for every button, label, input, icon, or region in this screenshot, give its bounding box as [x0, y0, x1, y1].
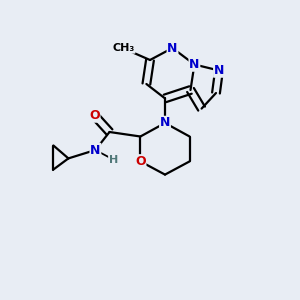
Text: H: H — [109, 154, 118, 165]
Text: N: N — [167, 41, 178, 55]
Text: CH₃: CH₃ — [112, 43, 135, 53]
Text: N: N — [189, 58, 200, 71]
Text: O: O — [135, 155, 146, 168]
Text: N: N — [90, 143, 100, 157]
Text: O: O — [89, 109, 100, 122]
Text: N: N — [214, 64, 224, 77]
Text: N: N — [160, 116, 170, 130]
